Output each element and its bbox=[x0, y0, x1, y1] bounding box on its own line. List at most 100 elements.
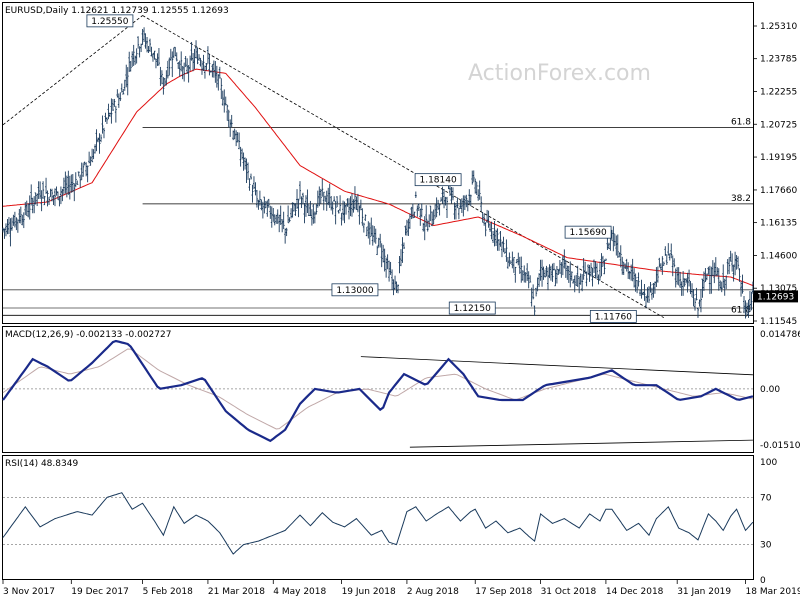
price-bar bbox=[597, 274, 600, 285]
price-bar bbox=[146, 36, 149, 53]
price-bar bbox=[9, 218, 12, 247]
macd-layer bbox=[2, 339, 754, 448]
price-bar bbox=[218, 66, 221, 79]
price-bar bbox=[110, 98, 113, 124]
price-bar bbox=[140, 43, 143, 53]
price-bar bbox=[19, 206, 22, 224]
price-bar bbox=[157, 47, 160, 66]
price-bar bbox=[301, 192, 304, 205]
price-bar bbox=[373, 226, 376, 243]
price-bar bbox=[143, 27, 146, 42]
moving-average-line bbox=[2, 68, 754, 286]
price-bar bbox=[203, 65, 206, 79]
price-bar bbox=[720, 281, 723, 293]
price-bar bbox=[561, 255, 564, 276]
price-bar bbox=[472, 170, 475, 182]
price-bar bbox=[300, 196, 303, 208]
price-bar bbox=[95, 129, 98, 152]
price-bar bbox=[658, 257, 661, 268]
price-bar bbox=[389, 261, 392, 275]
price-bar bbox=[169, 48, 172, 61]
price-bar bbox=[489, 222, 492, 232]
price-bar bbox=[21, 214, 24, 226]
price-bar bbox=[702, 271, 705, 291]
price-bar bbox=[168, 57, 171, 76]
price-bar bbox=[667, 243, 670, 256]
price-bar bbox=[288, 217, 291, 223]
price-bar bbox=[486, 209, 489, 224]
price-bar bbox=[141, 28, 144, 45]
price-bar bbox=[336, 196, 339, 208]
price-bar bbox=[211, 64, 214, 78]
x-tick-label: 14 Dec 2018 bbox=[606, 587, 664, 597]
price-bar bbox=[428, 214, 431, 228]
price-bar bbox=[493, 220, 496, 247]
price-bar bbox=[214, 61, 217, 83]
price-bar bbox=[287, 205, 290, 224]
price-bar bbox=[481, 212, 484, 223]
price-bar bbox=[349, 196, 352, 217]
price-bar bbox=[462, 195, 465, 217]
price-bar bbox=[365, 226, 368, 237]
price-bar bbox=[600, 253, 603, 277]
price-bar bbox=[643, 284, 646, 301]
price-bar bbox=[345, 204, 348, 215]
price-bar bbox=[694, 298, 697, 311]
price-bar bbox=[226, 104, 229, 121]
price-bar bbox=[165, 70, 168, 86]
price-bar bbox=[402, 242, 405, 250]
price-bar bbox=[649, 281, 652, 293]
price-bar bbox=[512, 257, 515, 273]
price-bar bbox=[371, 225, 374, 246]
x-tick-label: 17 Sep 2018 bbox=[475, 587, 532, 597]
price-bar bbox=[573, 275, 576, 293]
price-bar bbox=[413, 211, 416, 218]
price-bar bbox=[45, 177, 48, 195]
price-bar bbox=[633, 268, 636, 288]
price-bar bbox=[686, 272, 689, 293]
price-bar bbox=[223, 89, 226, 113]
price-bar bbox=[639, 289, 642, 296]
price-bar bbox=[382, 244, 385, 263]
price-bar bbox=[567, 265, 570, 283]
price-bar bbox=[503, 248, 506, 254]
price-bar bbox=[407, 218, 410, 236]
price-bar bbox=[394, 275, 397, 290]
price-bar bbox=[591, 267, 594, 287]
price-bar bbox=[322, 191, 325, 211]
price-panel-frame bbox=[2, 2, 754, 324]
price-bar bbox=[502, 236, 505, 253]
price-bar bbox=[206, 46, 209, 64]
x-tick-label: 19 Jun 2018 bbox=[342, 587, 396, 597]
price-bar bbox=[656, 266, 659, 283]
price-bar bbox=[180, 51, 183, 72]
price-bar bbox=[603, 259, 606, 275]
price-bar bbox=[500, 241, 503, 258]
price-bar bbox=[334, 201, 337, 225]
price-bar bbox=[631, 258, 634, 282]
price-bar bbox=[398, 256, 401, 274]
price-y-tick-label: 1.25310 bbox=[760, 22, 797, 32]
price-bar bbox=[128, 51, 131, 72]
price-bar bbox=[131, 51, 134, 67]
price-layer: 61.8 38.2 61.8 1.25550 1.18140 1.15690 1.13000… bbox=[2, 14, 754, 323]
price-bar bbox=[61, 188, 64, 202]
price-bar bbox=[509, 260, 512, 264]
price-bar bbox=[716, 267, 719, 276]
price-bar bbox=[554, 269, 557, 287]
price-bar bbox=[664, 246, 667, 256]
price-bar bbox=[37, 181, 40, 199]
price-bar bbox=[316, 190, 319, 208]
price-bar bbox=[290, 208, 293, 219]
price-bar bbox=[303, 202, 306, 224]
macd-y-tick-label: 0.014786 bbox=[760, 330, 800, 340]
price-bar bbox=[220, 78, 223, 100]
price-bar bbox=[740, 281, 743, 297]
price-bar bbox=[671, 255, 674, 277]
price-bar bbox=[315, 203, 318, 215]
price-bar bbox=[495, 229, 498, 247]
price-bar bbox=[113, 98, 116, 107]
price-y-tick-label: 1.16135 bbox=[760, 219, 797, 229]
price-bar bbox=[745, 302, 748, 316]
price-bar bbox=[172, 47, 175, 59]
